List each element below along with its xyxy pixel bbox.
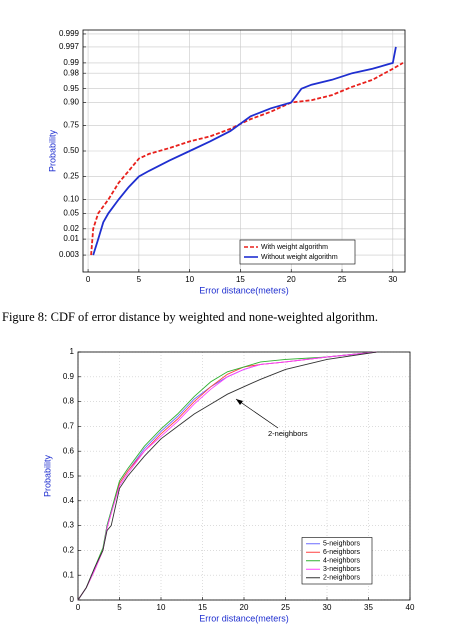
y-tick-label: 0.6 <box>63 446 75 455</box>
x-tick-label: 30 <box>388 275 397 284</box>
y-tick-label: 0.01 <box>63 234 79 243</box>
plot-frame <box>77 351 411 601</box>
series-line <box>77 351 377 601</box>
y-tick-label: 0.5 <box>63 471 75 480</box>
y-tick-label: 0.02 <box>63 224 79 233</box>
y-tick-label: 0.997 <box>59 42 80 51</box>
x-tick-label: 0 <box>76 603 81 612</box>
legend-label: Without weight algorithm <box>261 254 338 261</box>
legend-label: 5-neighbors <box>323 541 360 548</box>
series-line <box>92 46 397 256</box>
x-tick-label: 30 <box>323 603 332 612</box>
y-tick-label: 0.3 <box>63 521 75 530</box>
y-tick-label: 0.4 <box>63 496 75 505</box>
legend-box <box>239 239 356 265</box>
y-tick-label: 1 <box>70 347 75 356</box>
x-axis-label: Error distance(meters) <box>199 285 289 295</box>
y-tick-label: 0.99 <box>63 58 79 67</box>
x-tick-label: 15 <box>198 603 207 612</box>
x-tick-label: 10 <box>185 275 194 284</box>
y-axis-label: Probability <box>47 129 57 172</box>
x-tick-label: 35 <box>364 603 373 612</box>
legend-label: 6-neighbors <box>323 549 360 556</box>
y-tick-label: 0.003 <box>59 250 80 259</box>
x-tick-label: 25 <box>338 275 347 284</box>
annotation-arrow <box>235 398 279 429</box>
y-tick-label: 0.999 <box>59 29 80 38</box>
y-tick-label: 0.25 <box>63 172 79 181</box>
figure-caption: Figure 8: CDF of error distance by weigh… <box>2 310 378 324</box>
x-tick-label: 20 <box>287 275 296 284</box>
y-tick-label: 0 <box>70 595 75 604</box>
legend-label: 4-neighbors <box>323 558 360 565</box>
legend-label: 2-neighbors <box>323 575 360 582</box>
arrow-head <box>236 399 243 405</box>
y-tick-label: 0.2 <box>63 546 75 555</box>
x-tick-label: 0 <box>86 275 91 284</box>
x-axis-label: Error distance(meters) <box>199 613 289 623</box>
x-tick-label: 25 <box>281 603 290 612</box>
y-tick-label: 0.9 <box>63 372 75 381</box>
y-tick-label: 0.1 <box>63 570 75 579</box>
y-tick-label: 0.8 <box>63 397 75 406</box>
x-tick-label: 15 <box>236 275 245 284</box>
y-tick-label: 0.10 <box>63 195 79 204</box>
y-axis-label: Probability <box>42 454 52 497</box>
x-tick-label: 5 <box>137 275 142 284</box>
annotation: 2-neighbors <box>268 429 308 438</box>
series-line <box>90 62 404 256</box>
y-tick-label: 0.95 <box>63 84 79 93</box>
y-tick-label: 0.50 <box>63 146 79 155</box>
x-tick-label: 20 <box>240 603 249 612</box>
legend-label: 3-neighbors <box>323 566 360 573</box>
x-tick-label: 40 <box>406 603 415 612</box>
y-tick-label: 0.75 <box>63 121 79 130</box>
plot-frame <box>82 29 406 273</box>
y-tick-label: 0.90 <box>63 98 79 107</box>
y-tick-label: 0.98 <box>63 68 79 77</box>
series-line <box>77 351 377 601</box>
y-tick-label: 0.7 <box>63 422 75 431</box>
x-tick-label: 5 <box>117 603 122 612</box>
x-tick-label: 10 <box>157 603 166 612</box>
legend-label: With weight algorithm <box>261 244 328 251</box>
y-tick-label: 0.05 <box>63 208 79 217</box>
